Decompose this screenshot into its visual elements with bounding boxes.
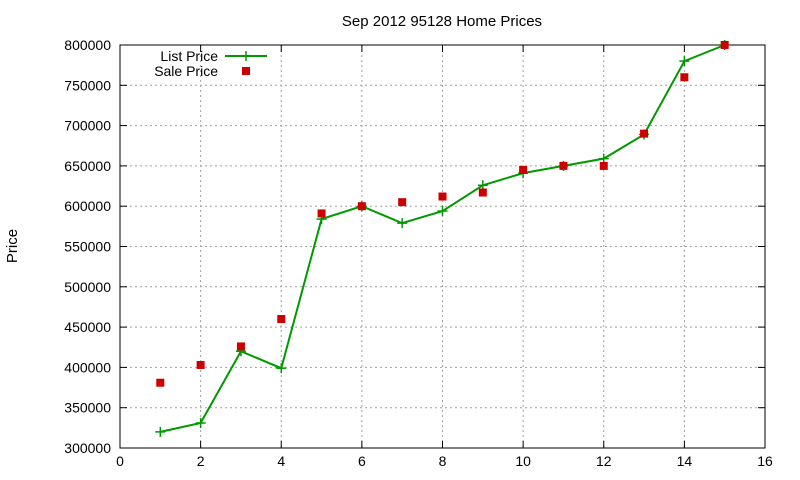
list-price-line bbox=[160, 44, 726, 433]
y-axis-title: Price bbox=[4, 229, 21, 263]
list-price-point bbox=[397, 218, 408, 229]
sale-price-point bbox=[478, 188, 487, 197]
x-tick-label: 12 bbox=[596, 453, 612, 469]
x-tick-label: 2 bbox=[197, 453, 205, 469]
y-tick-label: 350000 bbox=[64, 400, 111, 416]
sale-price-point bbox=[680, 73, 689, 82]
y-tick-label: 750000 bbox=[64, 77, 111, 93]
legend-marker-sale-price bbox=[242, 67, 250, 75]
y-tick-label: 400000 bbox=[64, 359, 111, 375]
sale-price-point bbox=[599, 161, 608, 170]
series-layer bbox=[155, 40, 730, 437]
sale-price-point bbox=[156, 378, 165, 387]
x-tick-label: 10 bbox=[515, 453, 531, 469]
y-tick-label: 300000 bbox=[64, 440, 111, 456]
sale-price-point bbox=[519, 165, 528, 174]
y-tick-label: 450000 bbox=[64, 319, 111, 335]
sale-price-point bbox=[720, 41, 729, 49]
x-tick-label: 14 bbox=[677, 453, 693, 469]
chart-title: Sep 2012 95128 Home Prices bbox=[342, 13, 542, 30]
legend: List Price Sale Price bbox=[154, 48, 267, 79]
legend-label-sale-price: Sale Price bbox=[154, 63, 218, 79]
legend-label-list-price: List Price bbox=[160, 48, 218, 64]
sale-price-point bbox=[236, 342, 245, 351]
y-tick-label: 650000 bbox=[64, 158, 111, 174]
sale-price-point bbox=[317, 209, 326, 218]
y-tick-label: 600000 bbox=[64, 198, 111, 214]
x-tick-label: 8 bbox=[439, 453, 447, 469]
sale-price-point bbox=[559, 161, 568, 170]
legend-marker-list-price bbox=[241, 51, 251, 61]
x-tick-label: 0 bbox=[116, 453, 124, 469]
list-price-point bbox=[276, 363, 287, 374]
sale-price-point bbox=[277, 315, 286, 324]
sale-price-point bbox=[398, 198, 407, 207]
y-tick-label: 700000 bbox=[64, 118, 111, 134]
list-price-point bbox=[437, 206, 448, 217]
grid-layer bbox=[120, 45, 765, 448]
sale-price-point bbox=[640, 129, 649, 138]
list-price-point bbox=[195, 418, 206, 429]
y-tick-label: 550000 bbox=[64, 239, 111, 255]
tick-layer: 0 2 4 6 8 10 12 14 16 300000 350000 400000 450000 500… bbox=[64, 37, 773, 469]
y-tick-label: 800000 bbox=[64, 37, 111, 53]
legend-plus bbox=[241, 51, 251, 61]
list-price-point bbox=[679, 56, 690, 67]
sale-price-point bbox=[357, 202, 366, 211]
sale-price-point bbox=[196, 360, 205, 369]
y-tick-label: 500000 bbox=[64, 279, 111, 295]
x-tick-label: 6 bbox=[358, 453, 366, 469]
x-tick-label: 16 bbox=[757, 453, 773, 469]
x-tick-label: 4 bbox=[277, 453, 285, 469]
list-price-point bbox=[155, 426, 166, 437]
sale-price-point bbox=[438, 192, 447, 201]
